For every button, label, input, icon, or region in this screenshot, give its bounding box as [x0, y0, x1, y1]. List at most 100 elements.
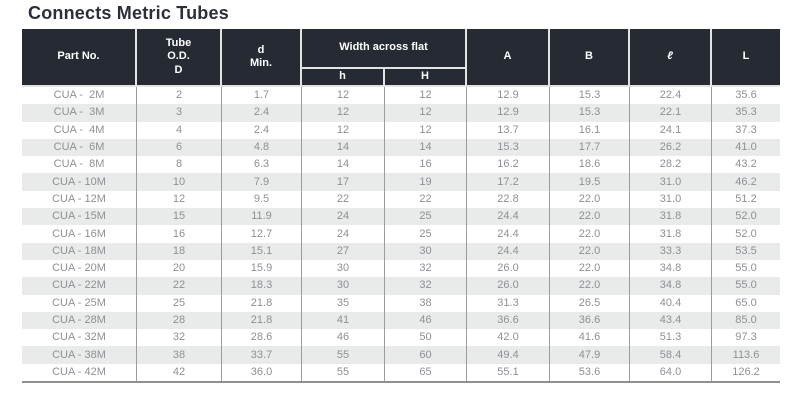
value-cell: 22.0 [550, 225, 630, 243]
value-cell: 26.0 [467, 259, 550, 278]
value-cell: 35 [302, 294, 385, 312]
table-row: CUA - 10M 10 7.9 17 19 17.2 19.5 31.0 46.2 [22, 173, 780, 191]
table-header: Part No. Tube O.D. D d Min. Width across… [22, 29, 780, 87]
value-cell: 22.1 [630, 104, 712, 122]
value-cell: 7.9 [222, 173, 302, 191]
value-cell: 16.2 [467, 156, 550, 174]
value-cell: 65 [385, 363, 467, 382]
value-cell: 2 [137, 87, 222, 105]
value-cell: 30 [302, 277, 385, 295]
value-cell: 15.3 [550, 87, 630, 105]
part-no-cell: CUA - 25M [22, 294, 137, 312]
value-cell: 4 [137, 121, 222, 139]
value-cell: 25 [385, 208, 467, 226]
value-cell: 28 [137, 311, 222, 330]
value-cell: 46 [302, 329, 385, 347]
value-cell: 25 [385, 225, 467, 243]
value-cell: 31.0 [630, 190, 712, 209]
value-cell: 22 [385, 190, 467, 209]
value-cell: 19 [385, 173, 467, 191]
value-cell: 55.0 [735, 262, 757, 275]
value-cell: 22 [302, 190, 385, 209]
value-cell: 32 [137, 329, 222, 347]
value-cell: 46 [385, 311, 467, 330]
value-cell: 16.1 [550, 121, 630, 139]
value-cell: 27 [302, 242, 385, 260]
value-cell: 11.9 [222, 208, 302, 226]
value-cell: 22.0 [550, 277, 630, 295]
value-cell: 65.0 [735, 296, 757, 309]
part-no-cell: CUA - 3M [22, 104, 137, 122]
table-row: CUA - 2M 2 1.7 12 12 12.9 15.3 22.4 35.6 [22, 87, 780, 105]
value-cell: 24.4 [467, 242, 550, 260]
header-h-big: H [385, 69, 467, 87]
value-cell: 4.8 [222, 138, 302, 157]
value-cell: 12.9 [467, 104, 550, 122]
value-cell: 31.3 [467, 294, 550, 312]
value-cell: 53.5 [712, 242, 780, 260]
value-cell: 32 [385, 259, 467, 278]
page-title: Connects Metric Tubes [28, 3, 229, 23]
table-row: CUA - 3M 3 2.4 12 12 12.9 15.3 22.1 35.3 [22, 104, 780, 122]
part-no-cell: CUA - 38M [22, 346, 137, 364]
metric-tubes-table: Part No. Tube O.D. D d Min. Width across… [22, 29, 780, 382]
value-cell: 34.8 [630, 259, 712, 278]
part-no-cell: CUA - 15M [22, 208, 137, 226]
table-row: CUA - 42M 42 36.0 55 65 55.1 53.6 64.0 126.2 [22, 363, 780, 382]
value-cell: 55 [302, 346, 385, 364]
value-cell: 6.3 [222, 156, 302, 174]
value-cell: 24 [302, 208, 385, 226]
value-cell: 41.0 [712, 138, 780, 157]
value-cell: 32 [385, 277, 467, 295]
value-cell: 51.3 [630, 329, 712, 347]
table-row: CUA - 6M 6 4.8 14 14 15.3 17.7 26.2 41.0 [22, 138, 780, 157]
table-row: CUA - 18M 18 15.1 27 30 24.4 22.0 33.3 53.5 [22, 242, 780, 260]
value-cell: 22.4 [630, 87, 712, 105]
value-cell: 22.8 [467, 190, 550, 209]
value-cell: 20 [137, 259, 222, 278]
value-cell: 22.0 [550, 242, 630, 260]
header-part-no: Part No. [22, 29, 137, 87]
part-no-cell: CUA - 2M [22, 87, 137, 105]
table-row: CUA - 15M 15 11.9 24 25 24.4 22.0 31.8 52.0 [22, 208, 780, 226]
value-cell: 1.7 [222, 87, 302, 105]
value-cell: 24.4 [467, 225, 550, 243]
value-cell: 38 [385, 294, 467, 312]
table-row: CUA - 16M 16 12.7 24 25 24.4 22.0 31.8 52.0 [22, 225, 780, 243]
value-cell: 26.5 [550, 294, 630, 312]
table-row: CUA - 32M 32 28.6 46 50 42.0 41.6 51.3 97.3 [22, 329, 780, 347]
value-cell: 85.0 [712, 311, 780, 330]
value-cell: 52.0 [712, 208, 780, 226]
value-cell: 24.1 [630, 121, 712, 139]
value-cell: 12 [385, 104, 467, 122]
value-cell: 12 [385, 87, 467, 105]
value-cell: 47.9 [550, 346, 630, 364]
value-cell: 6 [137, 138, 222, 157]
part-no-cell: CUA - 18M [22, 242, 137, 260]
table-container: Part No. Tube O.D. D d Min. Width across… [22, 29, 780, 384]
value-cell: 50 [385, 329, 467, 347]
value-cell: 2.4 [222, 104, 302, 122]
value-cell: 41.6 [550, 329, 630, 347]
value-cell: 18.3 [222, 277, 302, 295]
value-cell: 28.2 [630, 156, 712, 174]
value-cell: 2.4 [222, 121, 302, 139]
table-row: CUA - 22M 22 18.3 30 32 26.0 22.0 34.8 55.0 [22, 277, 780, 295]
part-no-cell: CUA - 22M [22, 277, 137, 295]
value-cell: 24 [302, 225, 385, 243]
value-cell: 33.3 [630, 242, 712, 260]
value-cell: 97.3 [735, 331, 757, 344]
value-cell: 12 [137, 190, 222, 209]
value-cell: 19.5 [550, 173, 630, 191]
header-a: A [467, 29, 550, 87]
value-cell: 126.2 [732, 365, 760, 378]
value-cell: 14 [385, 138, 467, 157]
table-row: CUA - 4M 4 2.4 12 12 13.7 16.1 24.1 37.3 [22, 121, 780, 139]
value-cell: 52.0 [735, 227, 757, 240]
part-no-cell: CUA - 8M [22, 156, 137, 174]
value-cell: 12 [302, 104, 385, 122]
value-cell: 17.2 [467, 173, 550, 191]
value-cell: 58.4 [630, 346, 712, 364]
value-cell: 26.2 [630, 138, 712, 157]
value-cell: 8 [137, 156, 222, 174]
